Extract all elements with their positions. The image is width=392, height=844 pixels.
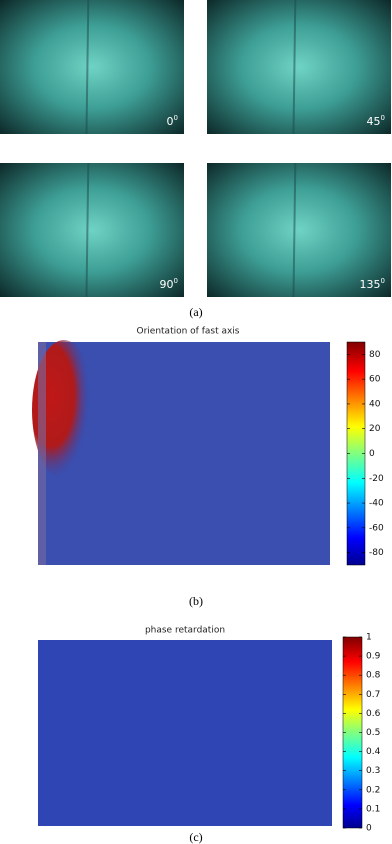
micrograph: [0, 0, 184, 134]
micrograph: [207, 163, 391, 297]
caption: (c): [189, 830, 202, 844]
tick-label: -80: [369, 548, 384, 558]
tick-label: 0.8: [366, 671, 381, 681]
angle-label: 450: [367, 114, 385, 128]
angle-unit: 0: [174, 114, 178, 122]
tick-label: -20: [369, 474, 384, 484]
tick-label: 0.5: [366, 728, 380, 738]
tick-label: -60: [369, 523, 384, 533]
tick-label: 0.3: [366, 766, 380, 776]
tick-label: 60: [369, 375, 381, 385]
panel-title: phase retardation: [145, 626, 225, 636]
micrograph: [207, 0, 391, 134]
tick-label: 0.9: [366, 652, 381, 662]
angle-value: 45: [367, 115, 381, 128]
retardation-map: [38, 640, 332, 826]
angle-label: 00: [167, 114, 178, 128]
tick-label: 0.1: [366, 804, 380, 814]
angle-unit: 0: [381, 277, 385, 285]
tick-label: -40: [369, 499, 384, 509]
scratch: [292, 162, 297, 298]
tick-label: 0.4: [366, 747, 381, 757]
tick-label: 40: [369, 399, 381, 409]
panel-title: Orientation of fast axis: [137, 327, 240, 337]
tick-label: 0.2: [366, 785, 380, 795]
angle-label: 900: [160, 277, 178, 291]
angle-unit: 0: [381, 114, 385, 122]
caption: (a): [189, 305, 202, 319]
tick-label: 0.6: [366, 709, 381, 719]
map-region: [32, 340, 96, 480]
micrograph: [0, 163, 184, 297]
tick-label: 20: [369, 424, 381, 434]
angle-label: 1350: [360, 277, 385, 291]
scratch: [292, 0, 297, 135]
tick-label: 80: [369, 350, 381, 360]
angle-value: 90: [160, 278, 174, 291]
tick-label: 1: [366, 633, 372, 643]
tick-label: 0: [369, 449, 375, 459]
angle-value: 135: [360, 278, 381, 291]
angle-unit: 0: [174, 277, 178, 285]
scratch: [85, 162, 90, 298]
tick-label: 0.7: [366, 690, 380, 700]
map-edge: [38, 342, 46, 565]
scratch: [85, 0, 90, 135]
tick-label: 0: [366, 824, 372, 834]
caption: (b): [189, 594, 203, 608]
angle-value: 0: [167, 115, 174, 128]
